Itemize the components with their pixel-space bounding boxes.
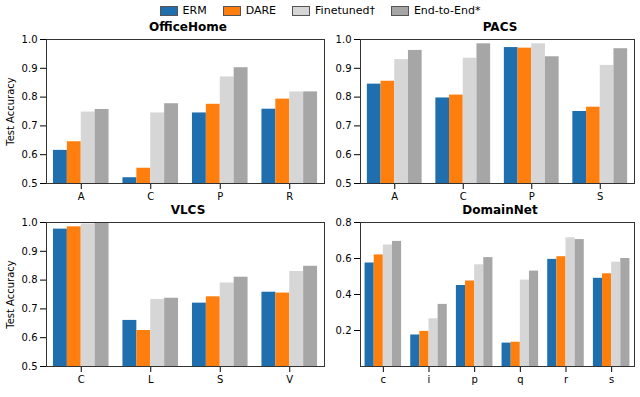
html-text:Finetuned†: Finetuned† [315,3,375,17]
svg-text:1.0: 1.0 [336,35,352,45]
svg-text:C: C [460,191,467,202]
svg-text:0.4: 0.4 [336,289,352,300]
svg-text:0.7: 0.7 [22,303,38,314]
svg-text:A: A [78,191,85,202]
svg-text:0.5: 0.5 [22,178,38,189]
html-text:OfficeHome: OfficeHome [149,20,227,34]
svg-text:S: S [597,191,603,202]
svg-text:S: S [217,374,223,385]
html-text:DomainNet: DomainNet [462,203,538,217]
svg-text:c: c [381,374,387,385]
svg-text:p: p [471,374,477,385]
svg-text:A: A [391,191,398,202]
svg-text:0.2: 0.2 [336,325,352,336]
html-text:PACS: PACS [482,20,518,34]
svg-text:0.7: 0.7 [22,120,38,131]
svg-text:1.0: 1.0 [22,35,38,45]
svg-text:i: i [428,374,431,385]
html-text:VLCS: VLCS [170,203,206,217]
html-text:End-to-End*: End-to-End* [413,3,481,17]
svg-text:0.8: 0.8 [22,91,38,102]
svg-text:0.6: 0.6 [336,149,352,160]
svg-text:0.6: 0.6 [22,332,38,343]
svg-text:0.9: 0.9 [22,246,38,257]
svg-text:q: q [517,374,523,385]
svg-text:0.9: 0.9 [22,63,38,74]
svg-text:R: R [286,191,293,202]
svg-text:0.8: 0.8 [336,91,352,102]
svg-text:C: C [147,191,154,202]
html-text:DARE: DARE [245,3,277,17]
html-text:ERM: ERM [182,3,207,17]
svg-text:0.5: 0.5 [336,178,352,189]
svg-text:P: P [217,191,223,202]
svg-text:r: r [564,374,569,385]
svg-text:s: s [609,374,614,385]
svg-text:1.0: 1.0 [22,218,38,228]
svg-text:0.5: 0.5 [22,361,38,372]
svg-text:0.8: 0.8 [22,274,38,285]
svg-text:L: L [148,374,154,385]
svg-text:0.7: 0.7 [336,120,352,131]
svg-text:0.8: 0.8 [336,218,352,228]
svg-text:C: C [78,374,85,385]
svg-text:0.6: 0.6 [336,253,352,264]
svg-text:Test Accuracy: Test Accuracy [5,77,16,147]
svg-text:V: V [286,374,293,385]
svg-text:0.9: 0.9 [336,63,352,74]
svg-text:P: P [529,191,535,202]
svg-text:0.6: 0.6 [22,149,38,160]
svg-text:Test Accuracy: Test Accuracy [5,260,16,330]
